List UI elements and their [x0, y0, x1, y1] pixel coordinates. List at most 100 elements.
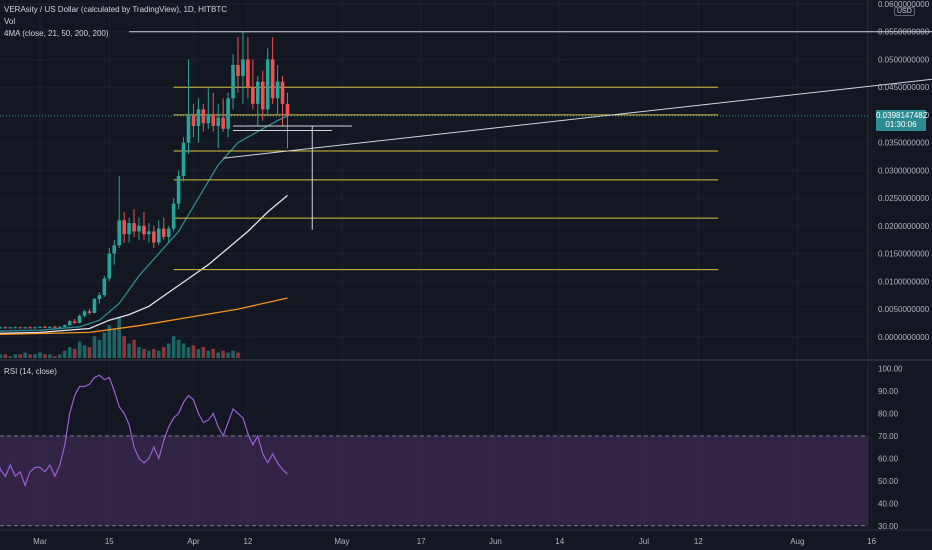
volume-bar: [147, 350, 151, 358]
candle-body: [191, 114, 196, 127]
rsi-tick-label: 70.00: [878, 432, 899, 441]
candle-body: [161, 228, 166, 237]
candle-body: [132, 223, 136, 232]
volume-bar: [18, 354, 22, 358]
candle-body: [206, 114, 211, 124]
volume-bar: [236, 352, 240, 358]
candle-body: [260, 81, 265, 110]
volume-bar: [48, 354, 52, 358]
candle-body: [53, 326, 57, 328]
volume-bar: [107, 325, 112, 358]
candle-body: [62, 325, 67, 327]
candle-body: [58, 326, 62, 328]
volume-bar: [211, 348, 216, 358]
volume-bar: [166, 343, 171, 358]
price-tick-label: 0.0100000000: [878, 277, 930, 286]
candle-body: [231, 65, 235, 99]
volume-bar: [62, 350, 67, 358]
volume-bar: [43, 354, 47, 358]
candle-body: [275, 81, 280, 99]
time-tick-label: Apr: [187, 537, 200, 546]
candle-body: [216, 117, 220, 127]
volume-bar: [226, 352, 230, 358]
volume-bar: [28, 354, 32, 358]
candle-body: [0, 327, 3, 329]
time-tick-label: 15: [105, 537, 114, 546]
time-tick-label: Jun: [489, 537, 502, 546]
volume-bar: [127, 343, 131, 358]
candle-body: [18, 327, 22, 329]
volume-bar: [171, 336, 176, 358]
candle-body: [77, 315, 82, 323]
price-tick-label: 0.0050000000: [878, 305, 930, 314]
price-tick-label: 0.0300000000: [878, 166, 930, 175]
countdown-timer: 01:30:06: [885, 120, 917, 129]
candle-body: [72, 321, 77, 323]
trendlines[interactable]: [0, 31, 932, 230]
price-tick-label: 0.0450000000: [878, 83, 930, 92]
ma-legend[interactable]: 4MA (close, 21, 50, 200, 200): [4, 29, 109, 38]
volume-bar: [196, 348, 201, 358]
volume-bar: [186, 347, 191, 358]
volume-bar: [77, 341, 82, 358]
price-tick-label: 0.0150000000: [878, 250, 930, 259]
volume-bar: [97, 339, 102, 358]
candle-body: [137, 225, 141, 232]
price-tick-label: 0.0200000000: [878, 222, 930, 231]
volume-bar: [72, 348, 77, 358]
rsi-line: [0, 374, 288, 488]
price-tick-label: 0.0600000000: [878, 0, 930, 9]
candle-body: [201, 109, 206, 124]
candle-body: [48, 326, 52, 328]
candle-body: [43, 326, 47, 328]
candle-body: [67, 321, 72, 326]
candle-body: [226, 98, 230, 129]
candle-body: [236, 65, 240, 77]
volume-legend[interactable]: Vol: [4, 17, 16, 26]
symbol-title[interactable]: VERAsity / US Dollar (calculated by Trad…: [4, 5, 228, 14]
rsi-tick-label: 50.00: [878, 477, 899, 486]
fib-levels[interactable]: [173, 86, 719, 271]
candle-body: [221, 117, 225, 129]
volume-bar: [102, 332, 107, 358]
volume-bar: [157, 350, 161, 358]
candle-body: [122, 220, 126, 235]
last-price-value: 0.0398147482: [876, 111, 928, 120]
volume-bar: [0, 354, 3, 358]
volume-bar: [87, 347, 92, 358]
time-tick-label: 12: [243, 537, 252, 546]
volume-bar: [112, 328, 117, 358]
candles: [0, 31, 290, 329]
candle-body: [82, 311, 87, 316]
rsi-tick-label: 30.00: [878, 522, 899, 531]
volume-bar: [53, 356, 57, 358]
currency-badge[interactable]: USD: [894, 7, 915, 16]
candle-body: [256, 81, 260, 104]
candle-body: [280, 81, 285, 104]
volume-bar: [33, 354, 37, 358]
candle-body: [102, 278, 107, 296]
candle-body: [251, 87, 255, 104]
volume-bar: [216, 352, 220, 358]
volume-bar: [8, 356, 13, 358]
volume-bar: [221, 350, 225, 358]
rsi-tick-label: 60.00: [878, 454, 899, 463]
volume-bar: [176, 339, 181, 358]
volume-bar: [13, 354, 18, 358]
volume-bar: [137, 347, 141, 358]
candle-body: [33, 327, 37, 329]
time-tick-label: Aug: [790, 537, 804, 546]
candle-body: [107, 253, 112, 279]
rsi-tick-label: 90.00: [878, 387, 899, 396]
rsi-band: [0, 435, 868, 527]
rsi-legend[interactable]: RSI (14, close): [4, 367, 57, 376]
volume-bar: [67, 347, 72, 358]
candle-body: [196, 109, 201, 127]
volume-bar: [201, 347, 206, 358]
candle-body: [87, 311, 92, 313]
candle-body: [181, 142, 186, 176]
time-tick-label: Jul: [639, 537, 649, 546]
candle-body: [23, 327, 27, 329]
candle-body: [117, 220, 121, 246]
